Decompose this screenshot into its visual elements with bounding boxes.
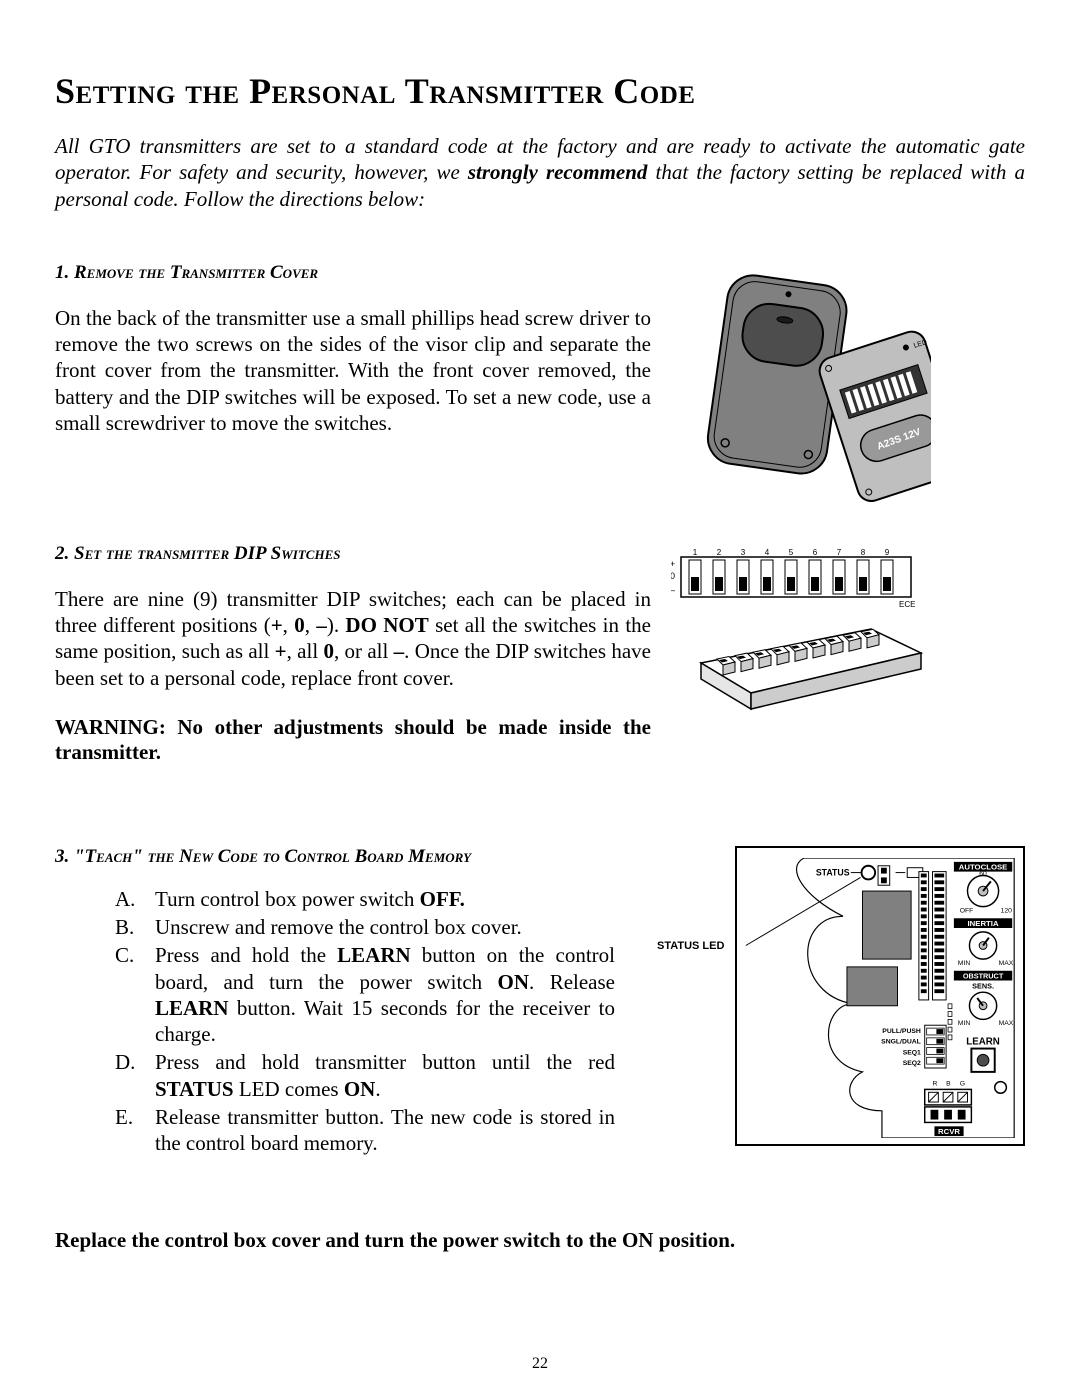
svg-text:MAX: MAX <box>999 960 1014 967</box>
svg-text:MIN: MIN <box>958 1020 971 1027</box>
step1-heading: 1. Remove the Transmitter Cover <box>55 262 651 284</box>
svg-text:2: 2 <box>717 548 722 557</box>
svg-text:B: B <box>946 1080 951 1087</box>
svg-text:LEARN: LEARN <box>966 1036 999 1047</box>
svg-text:–: – <box>671 585 675 595</box>
callout-status-led: STATUS LED <box>657 940 724 952</box>
figure-control-board: STATUS <box>735 846 1025 1146</box>
svg-text:+: + <box>671 559 675 569</box>
step3-item: E.Release transmitter button. The new co… <box>115 1104 615 1157</box>
svg-text:6: 6 <box>813 548 818 557</box>
svg-text:SENS.: SENS. <box>972 981 994 990</box>
page-title: Setting the Personal Transmitter Code <box>55 70 1025 112</box>
svg-text:ECE: ECE <box>899 600 915 609</box>
svg-text:INERTIA: INERTIA <box>968 919 999 928</box>
svg-text:G: G <box>960 1080 965 1087</box>
svg-text:R: R <box>933 1080 938 1087</box>
step2-warning: WARNING: No other adjustments should be … <box>55 715 651 765</box>
step3-item: A.Turn control box power switch OFF. <box>115 886 615 912</box>
svg-text:OBSTRUCT: OBSTRUCT <box>963 971 1004 980</box>
step2-heading: 2. Set the transmitter DIP Switches <box>55 543 651 565</box>
svg-text:5: 5 <box>789 548 794 557</box>
svg-text:3: 3 <box>741 548 746 557</box>
svg-text:8: 8 <box>861 548 866 557</box>
step3-item: C.Press and hold the LEARN button on the… <box>115 942 615 1047</box>
svg-text:SEQ2: SEQ2 <box>903 1060 921 1067</box>
svg-text:4: 4 <box>765 548 770 557</box>
svg-text:RCVR: RCVR <box>938 1127 960 1136</box>
step2-body: There are nine (9) transmitter DIP switc… <box>55 586 651 691</box>
svg-text:PULL/PUSH: PULL/PUSH <box>882 1028 921 1035</box>
svg-text:MIN: MIN <box>958 960 971 967</box>
svg-text:60: 60 <box>979 870 987 877</box>
intro-strong: strongly recommend <box>468 160 648 184</box>
svg-text:7: 7 <box>837 548 842 557</box>
svg-text:1: 1 <box>693 548 698 557</box>
step3-item: B.Unscrew and remove the control box cov… <box>115 914 615 940</box>
svg-text:SNGL/DUAL: SNGL/DUAL <box>881 1038 921 1045</box>
final-instruction: Replace the control box cover and turn t… <box>55 1228 1025 1253</box>
step3-list: A.Turn control box power switch OFF.B.Un… <box>55 886 615 1157</box>
figure-dip-switches: + 0 – 1 2 3 4 5 6 7 8 9 ECE <box>671 543 931 713</box>
figure-transmitter: A23S 12V LED <box>671 262 931 502</box>
svg-text:120: 120 <box>1001 907 1013 914</box>
svg-text:STATUS: STATUS <box>816 867 850 877</box>
step3-heading: 3. "Teach" the New Code to Control Board… <box>55 846 615 868</box>
svg-text:0: 0 <box>671 571 675 581</box>
svg-text:SEQ1: SEQ1 <box>903 1049 921 1056</box>
svg-text:MAX: MAX <box>999 1020 1014 1027</box>
svg-text:OFF: OFF <box>960 907 974 914</box>
page-number: 22 <box>0 1355 1080 1373</box>
svg-text:9: 9 <box>885 548 890 557</box>
intro-paragraph: All GTO transmitters are set to a standa… <box>55 133 1025 212</box>
step1-body: On the back of the transmitter use a sma… <box>55 305 651 436</box>
step3-item: D.Press and hold transmitter button unti… <box>115 1049 615 1102</box>
